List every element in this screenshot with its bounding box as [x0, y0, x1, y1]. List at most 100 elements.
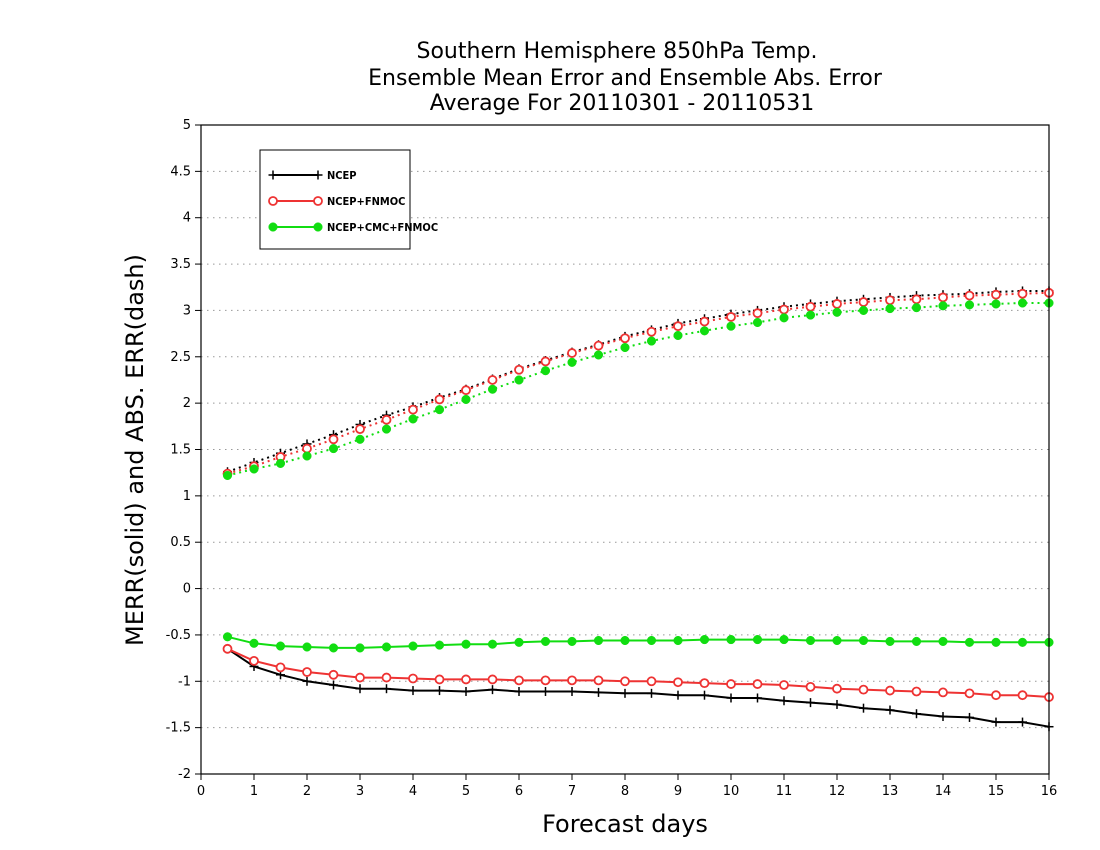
abs-err-point-ncep-cmc-fnmoc — [699, 326, 710, 336]
merr-point-ncep-fnmoc — [249, 655, 259, 666]
merr-point-ncep-fnmoc — [567, 675, 577, 686]
abs-err-point-ncep-fnmoc — [620, 333, 630, 344]
merr-point-ncep-fnmoc — [646, 676, 657, 687]
legend-label: NCEP+CMC+FNMOC — [327, 221, 438, 234]
merr-point-ncep — [885, 705, 895, 715]
abs-err-point-ncep-fnmoc — [885, 295, 895, 306]
x-tick-label: 4 — [409, 784, 417, 799]
y-tick-label: 3 — [183, 303, 191, 318]
abs-err-point-ncep-fnmoc — [911, 294, 922, 305]
merr-point-ncep-cmc-fnmoc — [408, 641, 418, 651]
abs-err-point-ncep-cmc-fnmoc — [726, 321, 736, 331]
y-tick-label: 3.5 — [170, 257, 191, 272]
abs-err-point-ncep-cmc-fnmoc — [408, 414, 418, 424]
abs-err-point-ncep-fnmoc — [991, 289, 1001, 300]
abs-err-point-ncep-fnmoc — [514, 364, 524, 375]
merr-point-ncep — [1018, 717, 1027, 727]
merr-point-ncep-cmc-fnmoc — [964, 637, 975, 647]
merr-point-ncep — [806, 698, 815, 708]
x-tick-label: 15 — [988, 784, 1005, 799]
abs-err-point-ncep-cmc-fnmoc — [752, 317, 763, 328]
legend-marker-end — [313, 196, 323, 206]
merr-line-ncep-fnmoc — [227, 647, 1050, 698]
abs-err-point-ncep-fnmoc — [832, 299, 842, 309]
abs-err-point-ncep-fnmoc — [726, 312, 736, 322]
abs-err-point-ncep-cmc-fnmoc — [514, 375, 524, 385]
abs-err-point-ncep-fnmoc — [408, 404, 418, 415]
merr-point-ncep-fnmoc — [779, 680, 789, 690]
abs-err-point-ncep-fnmoc — [567, 348, 577, 358]
title-line-3: Average For 20110301 - 20110531 — [430, 91, 815, 116]
merr-point-ncep-cmc-fnmoc — [911, 636, 922, 646]
plot-series — [222, 286, 1054, 732]
merr-point-ncep-cmc-fnmoc — [1017, 637, 1028, 647]
merr-point-ncep-fnmoc — [487, 674, 498, 685]
merr-point-ncep-fnmoc — [885, 685, 895, 696]
merr-point-ncep — [408, 686, 418, 696]
merr-point-ncep-cmc-fnmoc — [673, 635, 683, 646]
merr-line-ncep — [226, 647, 1050, 728]
abs-err-point-ncep-fnmoc — [328, 434, 339, 445]
merr-point-ncep-fnmoc — [461, 674, 471, 685]
merr-point-ncep — [753, 693, 762, 703]
merr-point-ncep — [726, 693, 736, 703]
abs-err-point-ncep-cmc-fnmoc — [938, 301, 948, 311]
merr-point-ncep-fnmoc — [911, 686, 922, 697]
merr-point-ncep-cmc-fnmoc — [222, 632, 233, 642]
abs-err-point-ncep-cmc-fnmoc — [275, 458, 286, 468]
abs-err-point-ncep-cmc-fnmoc — [381, 424, 392, 434]
legend-marker-end — [313, 222, 323, 232]
merr-point-ncep-cmc-fnmoc — [540, 636, 551, 646]
abs-err-point-ncep-fnmoc — [434, 394, 445, 405]
abs-err-point-ncep-fnmoc — [540, 356, 551, 367]
merr-point-ncep-fnmoc — [832, 683, 842, 694]
legend-box — [259, 149, 411, 250]
merr-point-ncep-cmc-fnmoc — [646, 635, 657, 646]
abs-err-point-ncep-fnmoc — [487, 375, 498, 385]
abs-err-point-ncep-cmc-fnmoc — [249, 464, 259, 474]
abs-err-point-ncep-fnmoc — [964, 290, 975, 301]
x-tick-label: 13 — [882, 784, 899, 799]
merr-point-ncep-fnmoc — [858, 684, 869, 695]
x-tick-label: 12 — [829, 784, 846, 799]
merr-point-ncep-fnmoc — [938, 687, 948, 698]
merr-point-ncep — [382, 684, 391, 694]
merr-point-ncep-fnmoc — [381, 672, 392, 683]
merr-point-ncep-cmc-fnmoc — [620, 635, 630, 646]
abs-err-point-ncep-cmc-fnmoc — [1017, 298, 1028, 308]
abs-err-point-ncep-cmc-fnmoc — [222, 470, 233, 481]
abs-err-point-ncep-fnmoc — [355, 424, 365, 435]
merr-point-ncep — [488, 685, 497, 695]
x-tick-label: 11 — [776, 784, 793, 799]
abs-err-point-ncep-cmc-fnmoc — [593, 350, 604, 360]
x-tick-label: 16 — [1041, 784, 1058, 799]
merr-point-ncep — [700, 690, 709, 700]
abs-err-point-ncep-fnmoc — [673, 321, 683, 332]
legend-entries: NCEP NCEP+FNMOC NCEP+CMC+FNMOC — [268, 169, 438, 234]
merr-point-ncep-cmc-fnmoc — [779, 635, 789, 645]
abs-err-point-ncep-cmc-fnmoc — [673, 330, 683, 341]
merr-point-ncep — [647, 688, 656, 698]
legend-marker-start — [268, 196, 278, 206]
merr-point-ncep-cmc-fnmoc — [514, 637, 524, 647]
y-tick-label: 1 — [183, 489, 191, 504]
abs-err-point-ncep-fnmoc — [805, 301, 816, 312]
x-axis-ticks: 0 1 2 3 4 5 6 7 8 9 10 11 12 13 14 15 16 — [197, 774, 1057, 799]
abs-err-point-ncep-fnmoc — [646, 326, 657, 337]
merr-point-ncep — [567, 686, 577, 696]
merr-point-ncep — [965, 712, 974, 722]
y-axis-title: MERR(solid) and ABS. ERR(dash) — [121, 254, 149, 646]
merr-point-ncep-cmc-fnmoc — [487, 639, 498, 649]
y-tick-label: -1 — [178, 674, 191, 689]
legend: NCEP NCEP+FNMOC NCEP+CMC+FNMOC — [259, 149, 438, 250]
x-axis-title: Forecast days — [542, 810, 708, 838]
abs-err-point-ncep-cmc-fnmoc — [302, 451, 312, 461]
merr-point-ncep-cmc-fnmoc — [567, 636, 577, 646]
abs-err-point-ncep-cmc-fnmoc — [540, 366, 551, 376]
y-tick-label: -0.5 — [166, 628, 191, 643]
merr-point-ncep-fnmoc — [275, 662, 286, 673]
abs-err-line-ncep-cmc-fnmoc — [227, 302, 1049, 477]
merr-point-ncep-cmc-fnmoc — [249, 638, 259, 648]
abs-err-point-ncep-cmc-fnmoc — [646, 336, 657, 346]
